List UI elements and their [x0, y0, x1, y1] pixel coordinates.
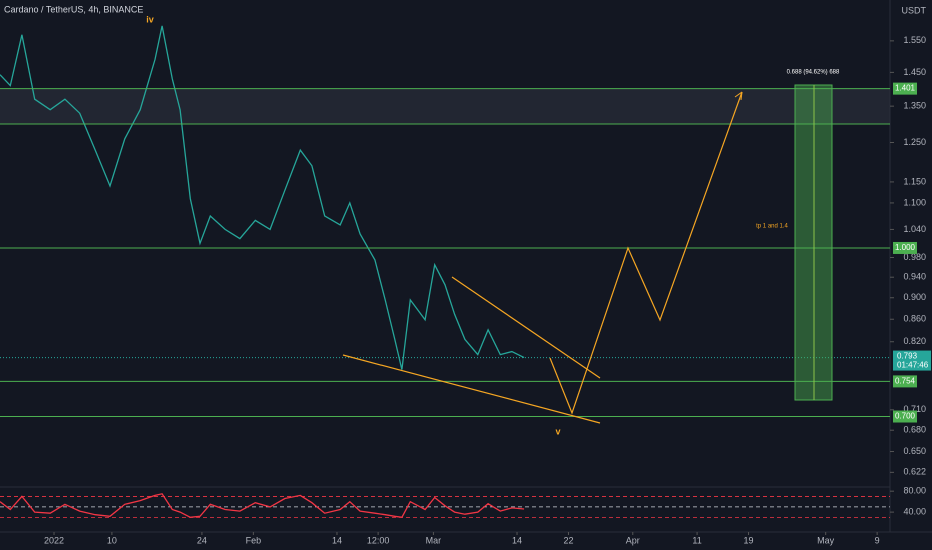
level-tag	[893, 375, 917, 388]
y-tick-label: 1.350	[903, 101, 926, 111]
y-tick-label: 0.820	[903, 336, 926, 346]
wedge-upper	[451, 276, 601, 379]
wedge-lower	[342, 354, 601, 424]
level-tag	[893, 410, 917, 423]
last-price-label: 0.793	[897, 352, 918, 361]
y-tick-label: 1.450	[903, 67, 926, 77]
rsi-tick-label: 40.00	[903, 506, 926, 516]
level-tag	[893, 82, 917, 95]
rsi-tick-label: 80.00	[903, 486, 926, 496]
x-tick-label: 22	[563, 535, 573, 545]
y-tick-label: 0.860	[903, 314, 926, 324]
y-tick-label: 0.900	[903, 292, 926, 302]
wave-iv-label: iv	[146, 14, 154, 24]
level-tag-label: 0.700	[895, 412, 916, 421]
last-price-tag	[893, 350, 931, 371]
x-tick-label: 24	[197, 535, 207, 545]
x-tick-label: 19	[744, 535, 754, 545]
y-tick-label: 1.100	[903, 197, 926, 207]
x-tick-label: 14	[332, 535, 342, 545]
y-tick-label: 1.250	[903, 137, 926, 147]
x-tick-label: 12:00	[367, 535, 390, 545]
x-tick-label: Apr	[626, 535, 640, 545]
y-tick-label: 0.710	[903, 404, 926, 414]
price-line	[0, 25, 525, 370]
x-tick-label: Feb	[246, 535, 262, 545]
level-tag	[893, 241, 917, 254]
level-tag-label: 1.000	[895, 243, 916, 252]
projection-arrow	[734, 91, 743, 101]
currency-label: USDT	[902, 5, 927, 15]
y-tick-label: 1.040	[903, 224, 926, 234]
wave-v-label: v	[555, 426, 560, 436]
x-tick-label: May	[817, 535, 835, 545]
x-tick-label: 2022	[44, 535, 64, 545]
y-tick-label: 1.550	[903, 35, 926, 45]
x-tick-label: 10	[107, 535, 117, 545]
y-tick-label: 0.680	[903, 425, 926, 435]
x-tick-label: 14	[512, 535, 522, 545]
level-tag-label: 0.754	[895, 377, 916, 386]
y-tick-label: 1.150	[903, 176, 926, 186]
y-tick-label: 0.940	[903, 272, 926, 282]
measure-label: 0.688 (94.62%) 688	[787, 70, 840, 76]
x-tick-label: 11	[692, 535, 701, 545]
projection-path	[549, 91, 743, 415]
y-tick-label: 0.622	[903, 467, 926, 477]
resistance-zone	[0, 88, 890, 124]
y-tick-label: 0.980	[903, 252, 926, 262]
rsi-line	[0, 493, 525, 519]
chart-title: Cardano / TetherUS, 4h, BINANCE	[4, 4, 143, 14]
level-tag-label: 1.401	[895, 84, 916, 93]
x-tick-label: Mar	[426, 535, 442, 545]
y-tick-label: 0.650	[903, 446, 926, 456]
target-label: tp 1 and 1.4	[756, 224, 788, 230]
x-tick-label: 9	[875, 535, 880, 545]
countdown-label: 01:47:46	[897, 361, 929, 370]
